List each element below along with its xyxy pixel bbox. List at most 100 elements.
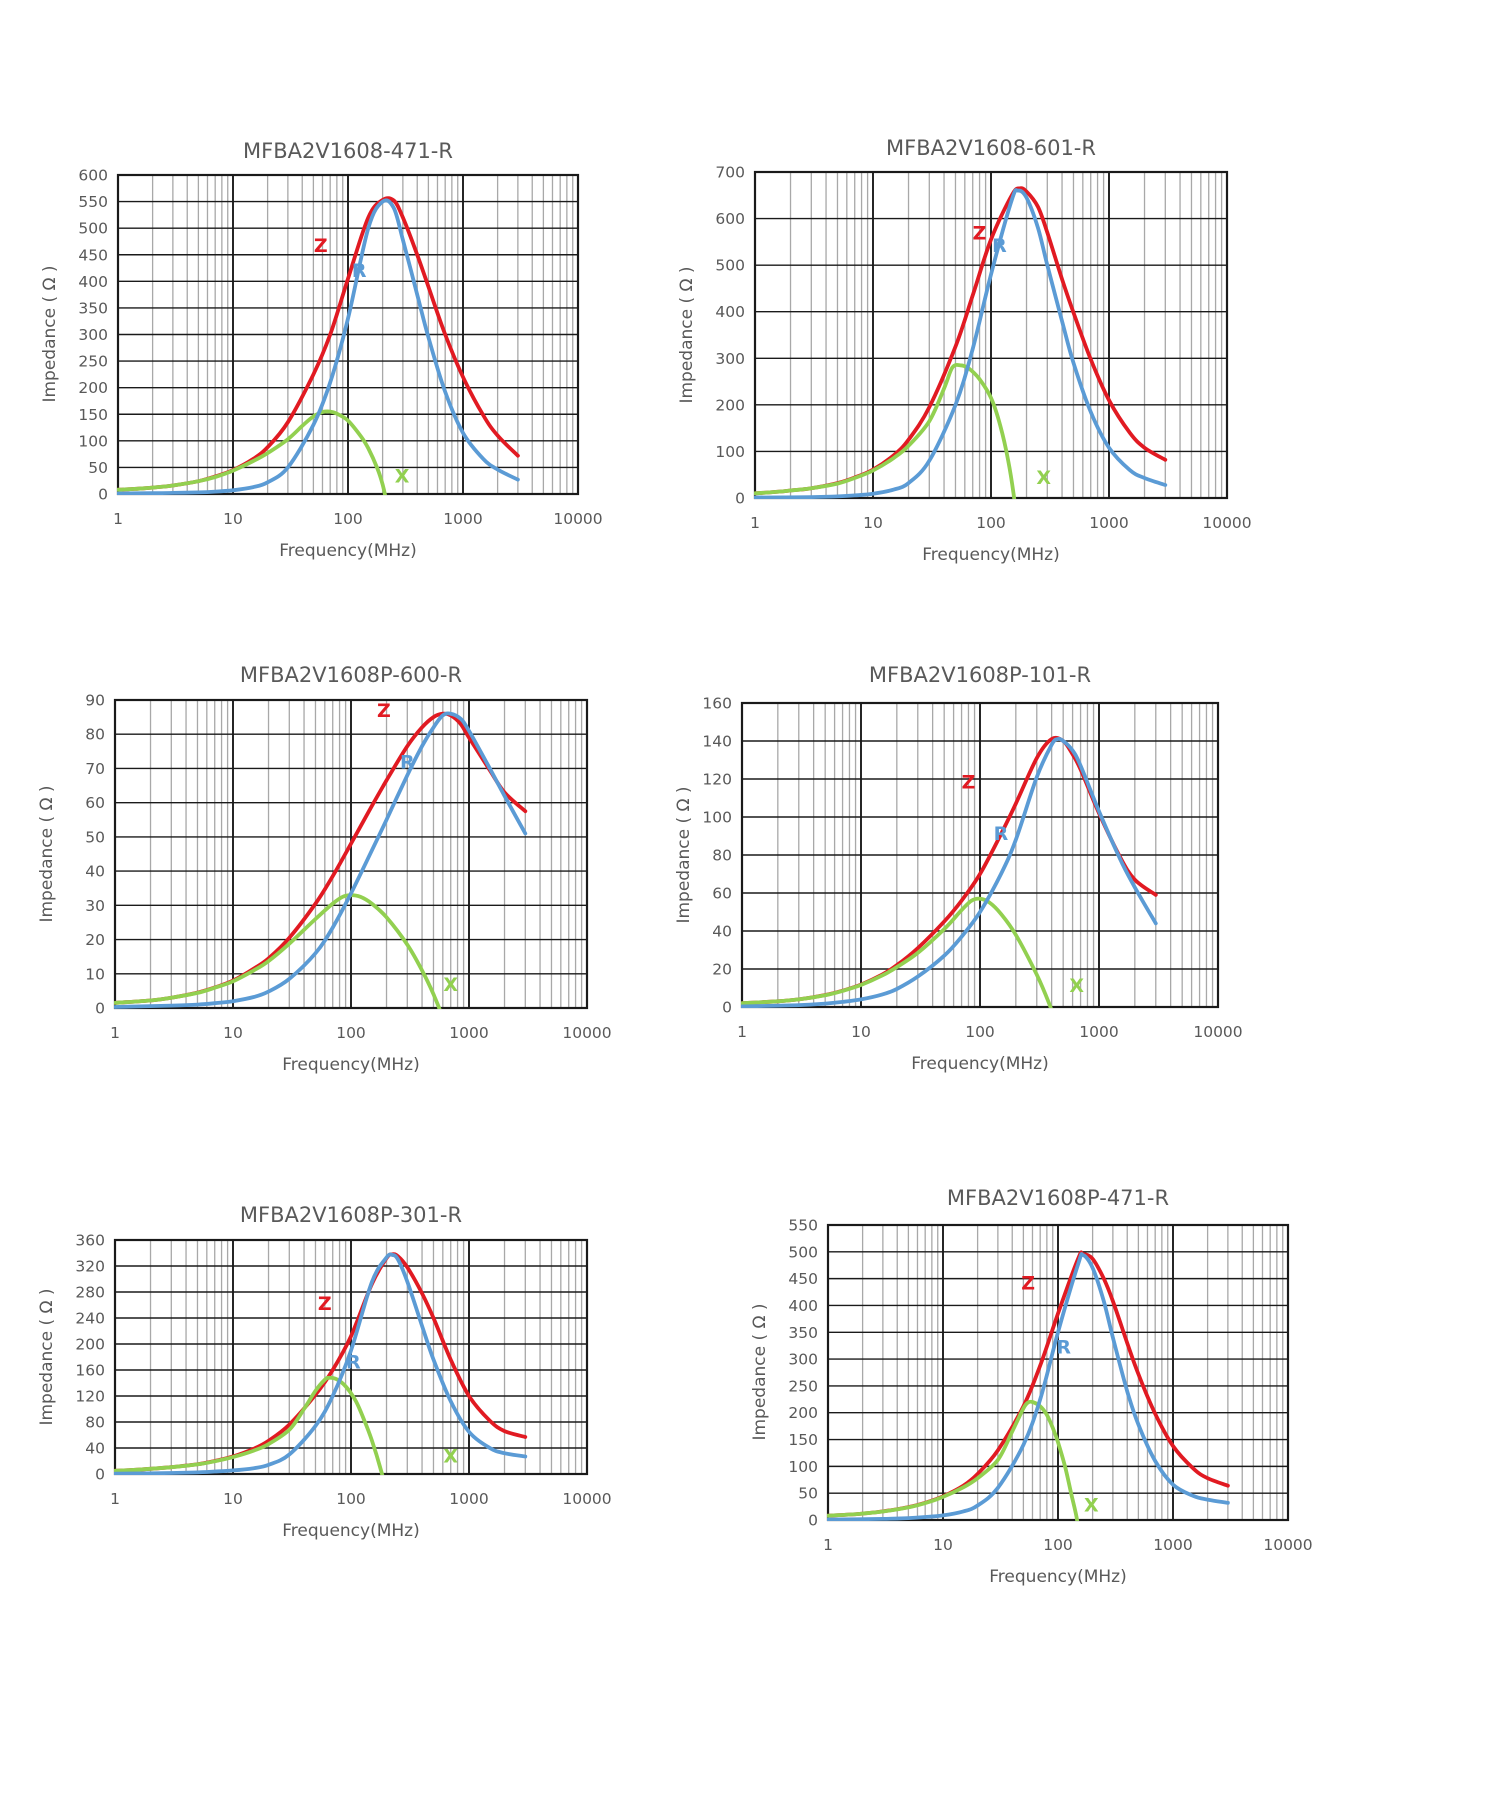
curve-r — [741, 736, 1158, 1008]
curve-x — [741, 896, 1053, 1008]
y-tick-label: 0 — [722, 999, 732, 1017]
chart-title: MFBA2V1608P-600-R — [240, 663, 462, 687]
y-tick-label: 100 — [702, 809, 732, 827]
series-label-z: Z — [1021, 1272, 1035, 1294]
y-tick-label: 550 — [788, 1217, 818, 1235]
y-tick-label: 160 — [75, 1362, 105, 1380]
y-tick-label: 550 — [78, 193, 108, 211]
x-tick-label: 10 — [933, 1536, 953, 1554]
y-axis-title: Impedance ( Ω ) — [37, 1288, 57, 1425]
y-tick-label: 320 — [75, 1258, 105, 1276]
y-tick-label: 700 — [715, 164, 745, 182]
y-tick-label: 50 — [88, 459, 108, 477]
x-axis-title: Frequency(MHz) — [922, 545, 1059, 565]
chart-panel-mfba2v1608-601-r: MFBA2V1608-601-R Impedance ( Ω ) Frequen… — [677, 136, 1252, 565]
y-axis-title: Impedance ( Ω ) — [750, 1303, 770, 1440]
y-axis-title: Impedance ( Ω ) — [40, 265, 60, 402]
y-tick-label: 60 — [712, 885, 732, 903]
y-tick-label: 20 — [85, 931, 105, 949]
x-tick-label: 100 — [333, 510, 363, 528]
x-axis-title: Frequency(MHz) — [282, 1521, 419, 1541]
chart-title: MFBA2V1608-601-R — [886, 136, 1096, 160]
x-tick-label: 1 — [110, 1490, 120, 1508]
series-curves — [114, 711, 528, 1009]
y-axis-title: Impedance ( Ω ) — [37, 785, 57, 922]
x-tick-label: 100 — [336, 1490, 366, 1508]
y-tick-label: 100 — [715, 443, 745, 461]
series-curves — [827, 1250, 1230, 1521]
curve-x — [827, 1399, 1080, 1521]
series-label-z: Z — [962, 772, 976, 794]
x-tick-label: 100 — [976, 514, 1006, 532]
x-tick-label: 1000 — [1153, 1536, 1192, 1554]
y-tick-label: 400 — [715, 303, 745, 321]
chart-panel-mfba2v1608p-301-r: MFBA2V1608P-301-R Impedance ( Ω ) Freque… — [37, 1203, 612, 1541]
x-tick-label: 1000 — [449, 1490, 488, 1508]
x-tick-label: 1000 — [443, 510, 482, 528]
y-tick-label: 40 — [85, 1440, 105, 1458]
x-axis-title: Frequency(MHz) — [989, 1567, 1126, 1587]
y-tick-label: 40 — [85, 863, 105, 881]
series-label-z: Z — [377, 700, 391, 722]
x-tick-label: 10000 — [553, 510, 602, 528]
y-tick-label: 600 — [78, 167, 108, 185]
curve-r — [114, 1252, 528, 1475]
y-tick-label: 20 — [712, 961, 732, 979]
x-tick-label: 10000 — [1193, 1023, 1242, 1041]
curve-x — [754, 363, 1017, 499]
x-axis-title: Frequency(MHz) — [282, 1055, 419, 1075]
chart-title: MFBA2V1608-471-R — [243, 139, 453, 163]
y-axis-title: Impedance ( Ω ) — [674, 786, 694, 923]
y-tick-label: 300 — [715, 350, 745, 368]
series-curves — [741, 735, 1158, 1008]
x-axis-title: Frequency(MHz) — [279, 541, 416, 561]
x-tick-label: 10 — [863, 514, 883, 532]
x-tick-label: 1 — [737, 1023, 747, 1041]
y-tick-label: 0 — [735, 490, 745, 508]
y-tick-label: 500 — [715, 257, 745, 275]
y-axis-title: Impedance ( Ω ) — [677, 266, 697, 403]
y-tick-label: 30 — [85, 897, 105, 915]
chart-panel-mfba2v1608-471-r: MFBA2V1608-471-R Impedance ( Ω ) Frequen… — [40, 139, 603, 561]
series-label-x: X — [443, 974, 458, 996]
y-tick-label: 350 — [788, 1324, 818, 1342]
y-tick-label: 200 — [78, 379, 108, 397]
x-tick-label: 10000 — [1202, 514, 1251, 532]
y-tick-label: 300 — [78, 326, 108, 344]
series-label-z: Z — [973, 223, 987, 245]
y-tick-label: 600 — [715, 210, 745, 228]
y-tick-label: 150 — [78, 406, 108, 424]
y-tick-label: 140 — [702, 733, 732, 751]
series-label-x: X — [443, 1445, 458, 1467]
y-tick-label: 400 — [78, 273, 108, 291]
y-tick-label: 90 — [85, 692, 105, 710]
x-tick-label: 10 — [223, 510, 243, 528]
y-tick-label: 0 — [808, 1512, 818, 1530]
series-label-r: R — [1056, 1337, 1071, 1359]
y-tick-label: 150 — [788, 1431, 818, 1449]
x-tick-label: 1000 — [449, 1024, 488, 1042]
curve-x — [114, 893, 442, 1009]
y-tick-label: 500 — [788, 1243, 818, 1261]
chart-title: MFBA2V1608P-301-R — [240, 1203, 462, 1227]
x-tick-label: 1 — [110, 1024, 120, 1042]
series-label-r: R — [992, 235, 1007, 257]
y-tick-label: 500 — [78, 220, 108, 238]
series-curves — [117, 196, 520, 495]
y-tick-label: 450 — [78, 246, 108, 264]
y-tick-label: 80 — [85, 1414, 105, 1432]
curve-x — [117, 409, 387, 495]
x-tick-label: 1 — [823, 1536, 833, 1554]
y-tick-label: 10 — [85, 965, 105, 983]
y-tick-label: 160 — [702, 695, 732, 713]
y-tick-label: 100 — [78, 432, 108, 450]
x-tick-label: 100 — [1043, 1536, 1073, 1554]
y-tick-label: 450 — [788, 1270, 818, 1288]
series-label-z: Z — [318, 1293, 332, 1315]
y-tick-label: 200 — [715, 396, 745, 414]
y-tick-label: 300 — [788, 1351, 818, 1369]
chart-panel-mfba2v1608p-471-r: MFBA2V1608P-471-R Impedance ( Ω ) Freque… — [750, 1186, 1313, 1587]
x-tick-label: 10000 — [562, 1490, 611, 1508]
plot-area: 0 50 100 150 200 250 300 350 400 450 500 550 600 1 10 1… — [78, 167, 602, 529]
